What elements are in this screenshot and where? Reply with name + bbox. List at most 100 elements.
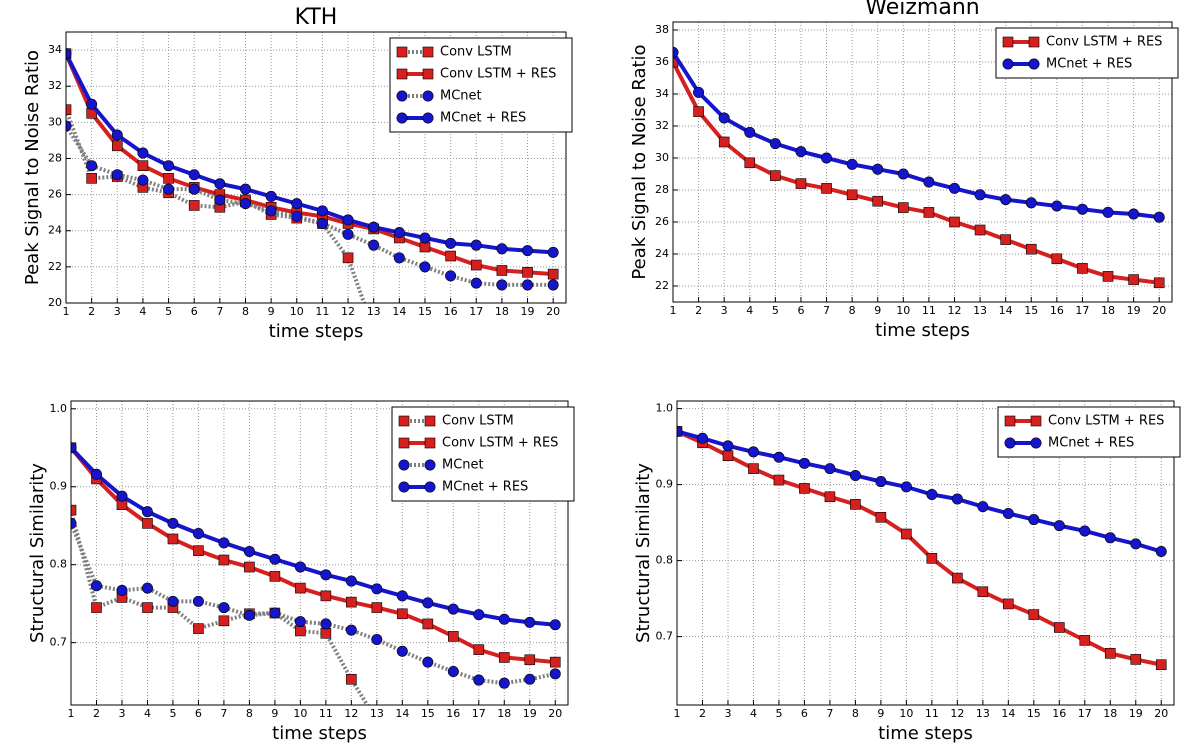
legend: Conv LSTM + RES MCnet + RES xyxy=(995,27,1179,79)
marker xyxy=(163,160,175,172)
marker xyxy=(498,677,510,689)
marker xyxy=(419,232,431,244)
marker xyxy=(91,602,102,613)
marker xyxy=(320,569,332,581)
marker xyxy=(1104,648,1116,659)
x-tick-label: 12 xyxy=(341,305,355,318)
marker xyxy=(875,511,887,523)
x-tick-label: 16 xyxy=(1050,304,1064,317)
x-tick-label: 9 xyxy=(268,305,275,318)
legend: Conv LSTM Conv LSTM + RES MCnet MCnet + RES xyxy=(391,406,575,502)
marker xyxy=(547,246,559,258)
x-tick-label: 17 xyxy=(469,305,483,318)
marker xyxy=(1002,507,1014,519)
y-tick-label: 26 xyxy=(655,215,669,228)
marker xyxy=(824,491,836,503)
marker xyxy=(295,625,306,637)
subplot: 1 2 3 4 5 6 7 8 9 10 11 12 13 14 15 16 17 18 19 20222426283… xyxy=(629,0,1179,341)
marker xyxy=(346,596,357,608)
marker xyxy=(547,279,559,291)
marker xyxy=(320,627,332,639)
marker xyxy=(850,499,861,510)
marker xyxy=(167,517,179,529)
marker xyxy=(396,590,408,602)
marker xyxy=(1051,200,1063,212)
marker xyxy=(901,528,912,540)
y-tick-label: 24 xyxy=(655,247,669,260)
x-tick-label: 12 xyxy=(344,707,358,720)
marker xyxy=(368,221,380,233)
x-tick-label: 2 xyxy=(93,707,100,720)
marker xyxy=(496,279,508,291)
legend-marker xyxy=(396,90,408,102)
marker xyxy=(368,239,380,251)
marker xyxy=(71,504,77,516)
marker xyxy=(111,140,123,152)
marker xyxy=(773,451,785,463)
marker xyxy=(1028,609,1040,620)
marker xyxy=(244,561,255,573)
marker xyxy=(693,86,705,98)
marker xyxy=(522,279,534,291)
x-tick-label: 13 xyxy=(973,304,987,317)
marker xyxy=(821,183,832,194)
series-group xyxy=(677,425,1167,671)
marker xyxy=(498,652,510,663)
marker xyxy=(522,245,534,257)
marker xyxy=(419,241,431,253)
marker xyxy=(549,656,561,668)
y-tick-label: 36 xyxy=(655,55,669,68)
x-tick-label: 20 xyxy=(1152,304,1166,317)
marker xyxy=(137,174,149,186)
marker xyxy=(872,195,884,207)
marker xyxy=(445,237,457,249)
x-tick-label: 10 xyxy=(896,304,910,317)
y-tick-label: 34 xyxy=(48,43,62,56)
x-tick-label: 2 xyxy=(88,305,95,318)
x-tick-label: 15 xyxy=(1024,304,1038,317)
y-tick-label: 28 xyxy=(48,151,62,164)
marker xyxy=(673,46,679,58)
marker xyxy=(167,533,179,545)
marker xyxy=(1155,659,1167,671)
marker xyxy=(974,189,986,201)
x-tick-label: 4 xyxy=(746,304,753,317)
marker xyxy=(744,126,756,138)
legend-marker xyxy=(398,459,410,471)
x-tick-label: 2 xyxy=(695,304,702,317)
legend-marker xyxy=(396,112,408,124)
marker xyxy=(294,561,306,573)
marker xyxy=(369,325,379,335)
marker xyxy=(677,425,683,437)
series-group xyxy=(71,442,561,705)
x-tick-label: 12 xyxy=(947,304,961,317)
y-axis-label: Structural Similarity xyxy=(27,463,48,643)
marker xyxy=(1130,654,1142,665)
x-tick-label: 19 xyxy=(1127,304,1141,317)
legend-label: Conv LSTM + RES xyxy=(1048,414,1164,429)
y-tick-label: 22 xyxy=(48,260,62,273)
marker xyxy=(294,616,306,628)
marker xyxy=(718,136,730,148)
x-tick-label: 14 xyxy=(1001,707,1015,720)
marker xyxy=(448,631,459,642)
legend-marker xyxy=(422,46,434,58)
marker xyxy=(419,261,431,273)
marker xyxy=(188,169,200,181)
x-tick-label: 7 xyxy=(823,304,830,317)
marker xyxy=(747,446,759,458)
marker xyxy=(66,104,72,115)
marker xyxy=(269,553,281,565)
marker xyxy=(974,224,986,236)
x-tick-label: 18 xyxy=(497,707,511,720)
x-tick-label: 5 xyxy=(165,305,172,318)
legend: Conv LSTM + RES MCnet + RES xyxy=(997,406,1181,458)
legend-label: Conv LSTM + RES xyxy=(442,436,558,451)
legend-label: Conv LSTM xyxy=(442,414,514,429)
marker xyxy=(218,615,230,627)
marker xyxy=(473,609,485,621)
x-tick-label: 20 xyxy=(546,305,560,318)
marker xyxy=(470,259,482,271)
marker xyxy=(422,597,434,609)
x-tick-label: 17 xyxy=(1075,304,1089,317)
